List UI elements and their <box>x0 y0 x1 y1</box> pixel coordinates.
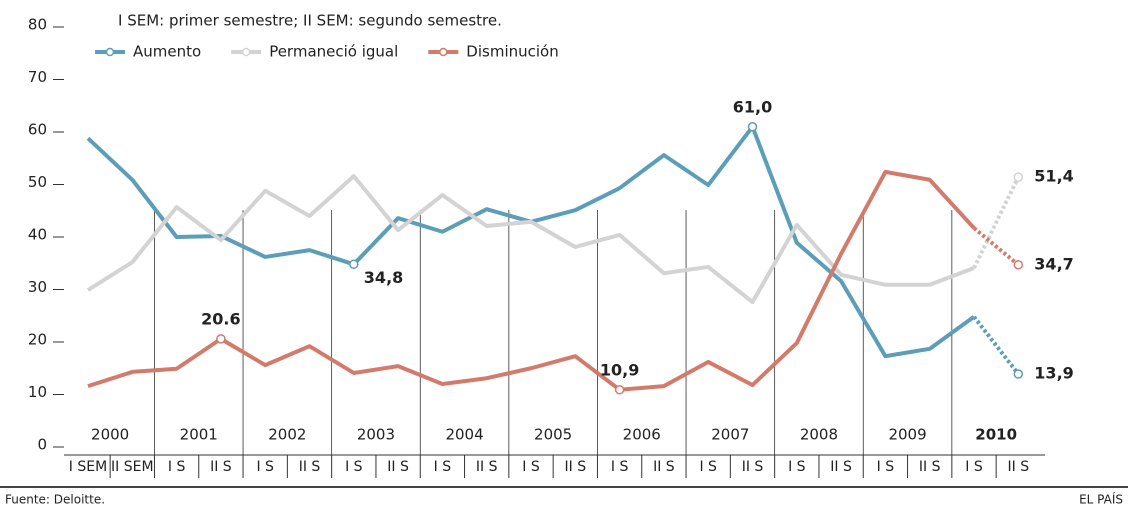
line-projection <box>972 226 1020 267</box>
year-label: 2001 <box>180 426 218 444</box>
point-marker <box>1013 172 1024 182</box>
year-label: 2005 <box>534 426 572 444</box>
y-tick-label: 50 <box>28 173 47 191</box>
x-tick-label: II S <box>1007 459 1029 475</box>
y-tick-label: 70 <box>28 68 47 86</box>
source: Fuente: Deloitte. <box>5 493 105 507</box>
line <box>86 174 975 305</box>
x-tick-label: I S <box>256 459 274 475</box>
year-label: 2009 <box>888 426 926 444</box>
x-tick-label: I S <box>965 459 983 475</box>
year-label: 2008 <box>800 426 838 444</box>
year-label: 2000 <box>91 426 129 444</box>
value-label: 51,4 <box>1034 167 1073 186</box>
y-tick-label: 10 <box>28 383 47 401</box>
line <box>87 169 976 392</box>
legend-label: Permaneció igual <box>269 43 398 61</box>
legend-marker <box>105 47 115 57</box>
value-label: 20.6 <box>201 309 240 328</box>
point-marker <box>1013 260 1024 270</box>
y-tick-label: 40 <box>28 226 47 244</box>
value-label: 10,9 <box>600 360 639 379</box>
line-projection <box>972 176 1021 269</box>
x-tick-label: II S <box>476 459 498 475</box>
x-tick-label: II S <box>830 459 852 475</box>
value-label: 61,0 <box>733 97 772 116</box>
x-tick-label: II S <box>210 459 232 475</box>
x-tick-label: II S <box>653 459 675 475</box>
year-label: 2006 <box>623 426 661 444</box>
year-label: 2003 <box>357 426 395 444</box>
x-tick-label: I S <box>788 459 806 475</box>
value-label: 34,8 <box>364 268 403 287</box>
x-tick-label: I SEM <box>69 459 107 475</box>
value-label: 34,7 <box>1034 254 1073 273</box>
legend-marker <box>439 47 448 57</box>
line-projection <box>972 315 1020 376</box>
legend-marker <box>241 47 251 57</box>
x-tick-label: II S <box>564 459 586 475</box>
y-tick-label: 0 <box>37 436 47 454</box>
credit: EL PAÍS <box>1079 492 1123 507</box>
year-label: 2007 <box>711 426 749 444</box>
point-marker <box>747 122 758 132</box>
x-tick-label: I S <box>168 459 186 475</box>
x-tick-label: I S <box>522 459 540 475</box>
year-label: 2010 <box>975 426 1017 444</box>
point-marker <box>216 334 226 344</box>
x-tick-label: I S <box>877 459 895 475</box>
y-tick-label: 80 <box>28 16 47 34</box>
point-marker <box>1013 369 1024 379</box>
year-label: 2002 <box>268 426 306 444</box>
x-tick-label: I S <box>611 459 629 475</box>
x-tick-label: I S <box>699 459 717 475</box>
value-label: 13,9 <box>1034 364 1073 383</box>
x-tick-label: I S <box>345 459 363 475</box>
x-tick-label: II S <box>387 459 409 475</box>
legend-label: Disminución <box>466 43 558 61</box>
x-tick-label: II S <box>299 459 321 475</box>
point-marker <box>614 385 625 395</box>
y-tick-label: 60 <box>28 121 47 139</box>
year-label: 2004 <box>445 426 483 444</box>
x-tick-label: I S <box>434 459 452 475</box>
y-tick-label: 20 <box>28 331 47 349</box>
y-tick-label: 30 <box>28 278 47 296</box>
x-tick-label: II S <box>919 459 941 475</box>
x-tick-label: II S <box>742 459 764 475</box>
x-tick-label: II SEM <box>111 459 154 475</box>
point-marker <box>349 259 359 270</box>
note: I SEM: primer semestre; II SEM: segundo … <box>118 12 502 30</box>
legend-label: Aumento <box>133 43 201 61</box>
